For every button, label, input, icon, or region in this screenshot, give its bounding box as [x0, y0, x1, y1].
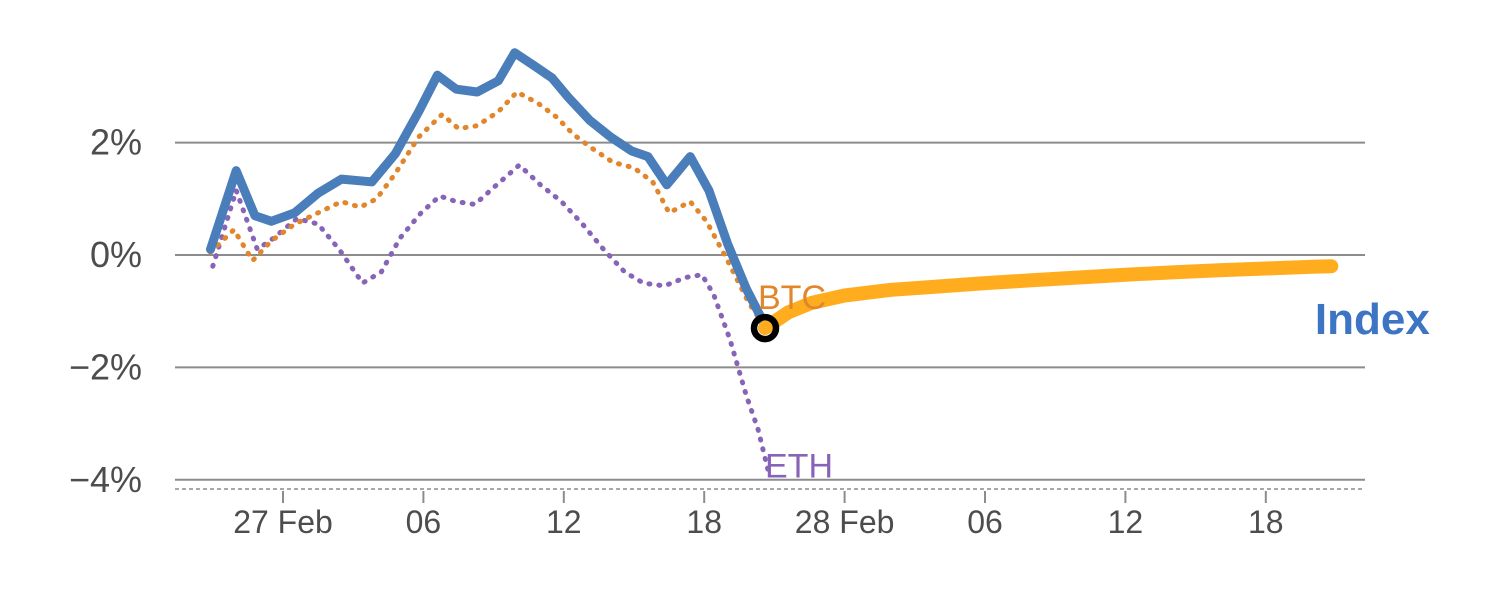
- x-axis-tick-label: 12: [546, 504, 582, 540]
- x-axis-tick-label: 18: [1248, 504, 1284, 540]
- x-axis-tick-label: 12: [1108, 504, 1144, 540]
- series-btc-line: [208, 89, 768, 330]
- series-label-eth: ETH: [765, 448, 833, 486]
- y-axis-tick-label: −2%: [69, 346, 142, 387]
- series-label-btc: BTC: [758, 279, 826, 317]
- x-axis-tick-label: 06: [967, 504, 1003, 540]
- series-index-line: [206, 48, 770, 330]
- forecast-start-marker: [750, 313, 780, 343]
- x-axis-tick-label: 28 Feb: [795, 504, 895, 540]
- x-axis-tick-label: 27 Feb: [233, 504, 333, 540]
- y-axis-tick-label: 0%: [90, 234, 142, 275]
- series-index-forecast-line: [758, 259, 1339, 336]
- series-label-index: Index: [1315, 295, 1430, 344]
- x-axis-tick-label: 18: [686, 504, 722, 540]
- y-axis-tick-label: −4%: [69, 459, 142, 500]
- y-axis-tick-label: 2%: [90, 122, 142, 163]
- x-axis-tick-label: 06: [406, 504, 442, 540]
- series-eth-line: [210, 162, 773, 480]
